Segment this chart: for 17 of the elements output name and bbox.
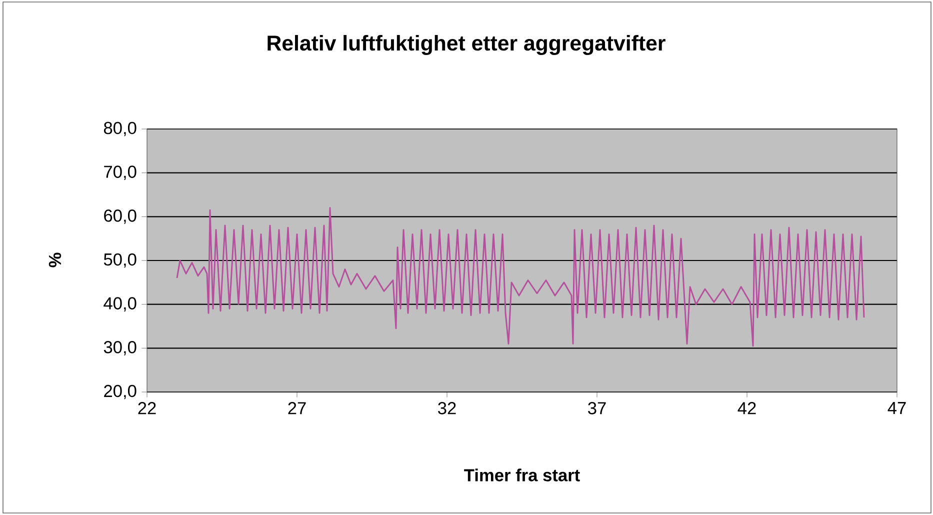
y-tick-label: 30,0 <box>104 341 136 356</box>
x-tick-label: 47 <box>888 402 906 414</box>
y-tick-label: 60,0 <box>104 210 136 224</box>
x-tick-label: 32 <box>438 402 456 414</box>
line-series <box>176 207 865 347</box>
chart-title: Relativ luftfuktighet etter aggregatvifter <box>268 35 666 55</box>
x-tick-label: 27 <box>288 402 306 414</box>
y-tick-label: 70,0 <box>104 166 136 180</box>
y-tick-label: 80,0 <box>104 122 136 136</box>
x-tick-label: 37 <box>588 402 606 414</box>
y-tick-label: 20,0 <box>104 384 136 400</box>
x-tick-label: 22 <box>138 402 156 414</box>
y-axis-title: % <box>48 252 62 268</box>
x-axis-title: Timer fra start <box>464 468 580 482</box>
y-tick-label: 50,0 <box>104 253 136 268</box>
y-tick-label: 40,0 <box>104 297 136 312</box>
x-tick-label: 42 <box>738 402 756 414</box>
